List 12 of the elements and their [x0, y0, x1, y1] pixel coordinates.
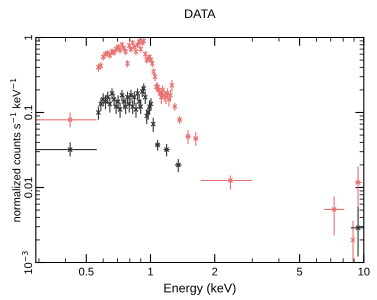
chart-title: DATA: [185, 9, 216, 18]
y-axis-title: normalized counts s$^{−1}$ keV$^{−1}$: [10, 78, 20, 222]
x-tick-label: 5: [296, 268, 302, 276]
x-tick-label: 1: [148, 268, 154, 276]
x-tick-label: 2: [212, 268, 218, 276]
x-tick-label: 0.5: [78, 268, 94, 276]
x-tick-label: 10: [358, 268, 370, 276]
x-axis-title: Energy (keV): [164, 283, 236, 295]
y-tick-label: 10$^{−3}$: [22, 251, 32, 274]
y-tick-label: 1: [24, 34, 32, 40]
y-tick-label: 0.01: [24, 177, 32, 198]
y-tick-label: 0.1: [24, 105, 32, 120]
